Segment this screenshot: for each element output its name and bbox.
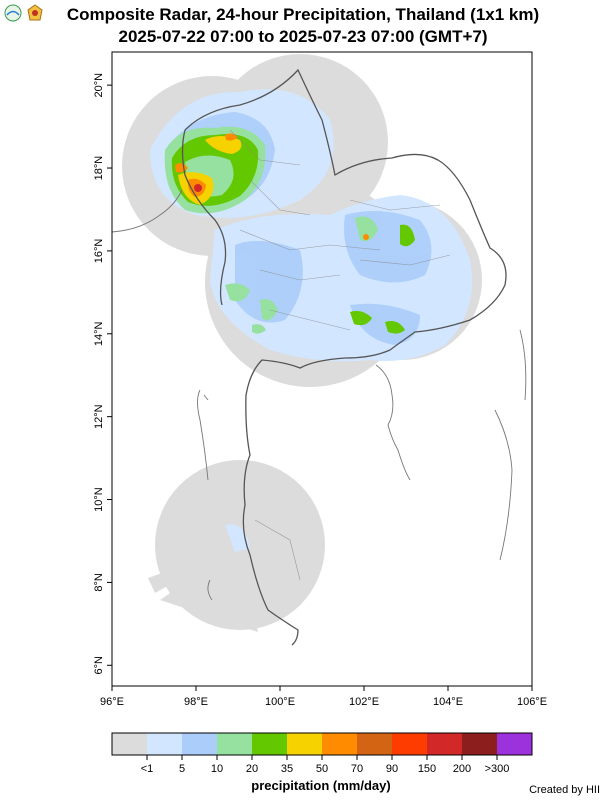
colorbar: <1 5 10 20 35 50 70 90 150 200 >300 xyxy=(111,732,533,775)
colorbar-swatch xyxy=(322,733,357,755)
colorbar-tick-label: 5 xyxy=(179,763,185,775)
boundaries xyxy=(181,68,507,646)
y-axis: 6°N 8°N 10°N 12°N 14°N 16°N 18°N 20°N xyxy=(93,73,112,675)
colorbar-swatch xyxy=(462,733,497,755)
x-tick-label: 102°E xyxy=(349,696,379,708)
colorbar-tick-label: 150 xyxy=(418,763,436,775)
colorbar-swatch xyxy=(182,733,217,755)
colorbar-tick-label: >300 xyxy=(485,763,510,775)
y-tick-label: 20°N xyxy=(93,73,105,98)
colorbar-tick-label: 200 xyxy=(453,763,471,775)
logos xyxy=(4,4,44,22)
credit-text: Created by HII xyxy=(529,784,600,796)
y-tick-label: 18°N xyxy=(93,156,105,181)
colorbar-tick-label: 20 xyxy=(246,763,258,775)
x-axis: 96°E 98°E 100°E 102°E 104°E 106°E xyxy=(100,686,547,708)
y-tick-label: 6°N xyxy=(93,656,105,675)
y-tick-label: 8°N xyxy=(93,573,105,592)
y-tick-label: 12°N xyxy=(93,404,105,429)
colorbar-swatch xyxy=(217,733,252,755)
y-tick-label: 14°N xyxy=(93,321,105,346)
x-tick-label: 100°E xyxy=(265,696,295,708)
colorbar-swatch xyxy=(147,733,182,755)
hii-logo-icon xyxy=(4,4,22,22)
province-lines xyxy=(229,129,451,581)
colorbar-swatch xyxy=(392,733,427,755)
rain-cells xyxy=(164,126,415,334)
coastlines xyxy=(112,189,527,601)
map-frame xyxy=(111,51,533,687)
colorbar-tick-label: 90 xyxy=(386,763,398,775)
colorbar-swatch xyxy=(287,733,322,755)
colorbar-tick-label: 10 xyxy=(211,763,223,775)
emblem-logo-icon xyxy=(27,4,43,21)
colorbar-swatch xyxy=(427,733,462,755)
colorbar-tick-label: <1 xyxy=(141,763,154,775)
colorbar-swatch xyxy=(357,733,392,755)
x-tick-label: 96°E xyxy=(100,696,124,708)
x-tick-label: 98°E xyxy=(184,696,208,708)
colorbar-swatch xyxy=(112,733,147,755)
colorbar-title: precipitation (mm/day) xyxy=(251,778,391,793)
colorbar-swatch xyxy=(252,733,287,755)
x-tick-label: 104°E xyxy=(433,696,463,708)
y-tick-label: 16°N xyxy=(93,239,105,264)
chart-title: Composite Radar, 24-hour Precipitation, … xyxy=(66,5,540,24)
chart-subtitle: 2025-07-22 07:00 to 2025-07-23 07:00 (GM… xyxy=(118,27,488,46)
colorbar-swatch xyxy=(497,733,532,755)
y-tick-label: 10°N xyxy=(93,487,105,512)
colorbar-tick-label: 70 xyxy=(351,763,363,775)
colorbar-tick-label: 35 xyxy=(281,763,293,775)
x-tick-label: 106°E xyxy=(517,696,547,708)
map-area xyxy=(112,54,527,646)
colorbar-tick-label: 50 xyxy=(316,763,328,775)
